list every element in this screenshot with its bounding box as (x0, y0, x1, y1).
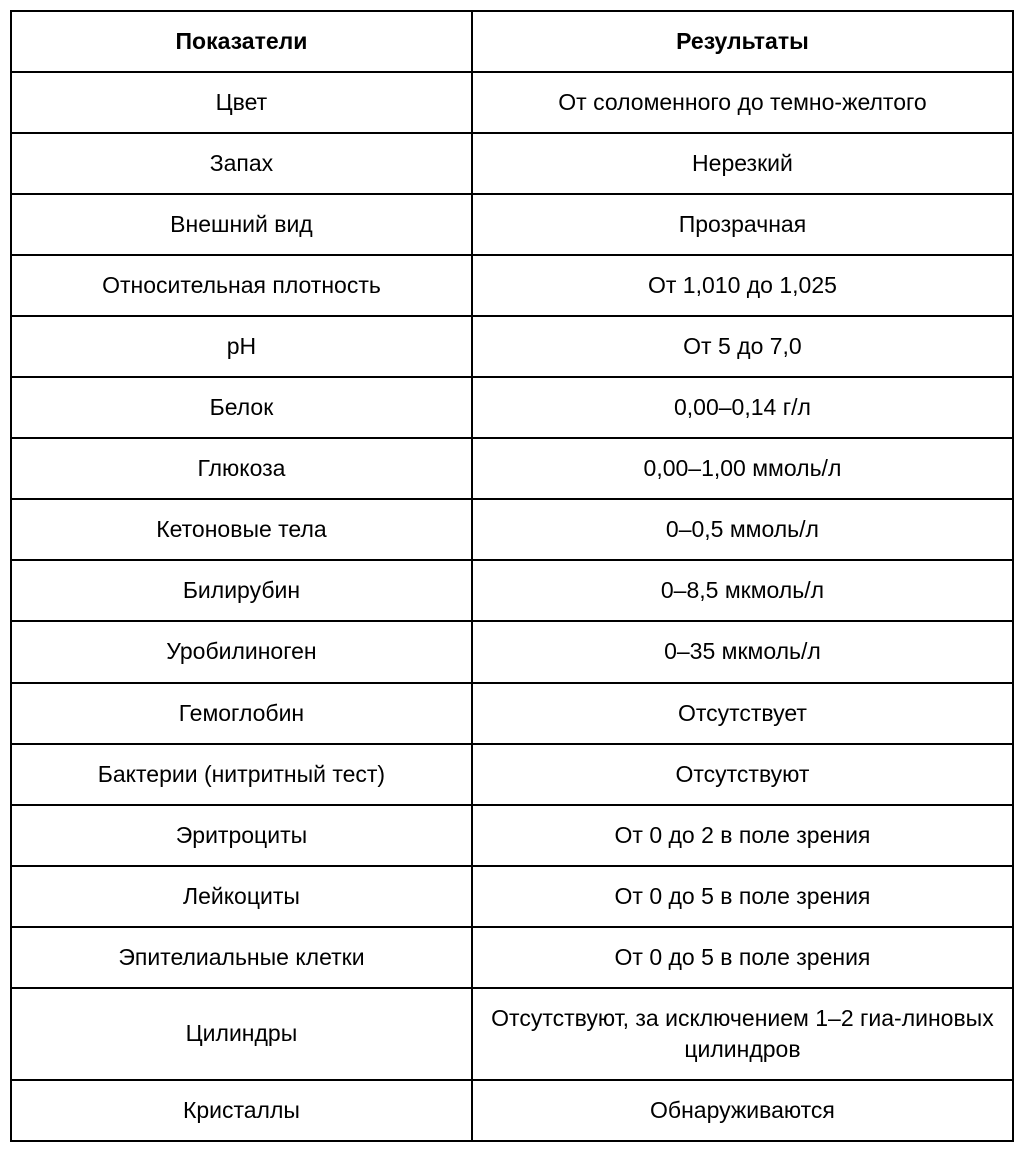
indicator-cell: Кристаллы (11, 1080, 472, 1141)
indicator-cell: Эпителиальные клетки (11, 927, 472, 988)
indicator-cell: Эритроциты (11, 805, 472, 866)
column-header-indicator: Показатели (11, 11, 472, 72)
table-row: Уробилиноген 0–35 мкмоль/л (11, 621, 1013, 682)
indicator-cell: Уробилиноген (11, 621, 472, 682)
result-cell: От 0 до 5 в поле зрения (472, 866, 1013, 927)
result-cell: От 1,010 до 1,025 (472, 255, 1013, 316)
indicator-cell: Кетоновые тела (11, 499, 472, 560)
result-cell: Отсутствуют (472, 744, 1013, 805)
result-cell: Обнаруживаются (472, 1080, 1013, 1141)
indicator-cell: Лейкоциты (11, 866, 472, 927)
result-cell: 0–8,5 мкмоль/л (472, 560, 1013, 621)
table-row: Белок 0,00–0,14 г/л (11, 377, 1013, 438)
table-row: Глюкоза 0,00–1,00 ммоль/л (11, 438, 1013, 499)
table-row: Цилиндры Отсутствуют, за исключением 1–2… (11, 988, 1013, 1080)
result-cell: Нерезкий (472, 133, 1013, 194)
table-row: Кетоновые тела 0–0,5 ммоль/л (11, 499, 1013, 560)
table-row: Лейкоциты От 0 до 5 в поле зрения (11, 866, 1013, 927)
result-cell: 0,00–0,14 г/л (472, 377, 1013, 438)
indicator-cell: Внешний вид (11, 194, 472, 255)
table-row: Эпителиальные клетки От 0 до 5 в поле зр… (11, 927, 1013, 988)
indicator-cell: Запах (11, 133, 472, 194)
indicator-cell: Цилиндры (11, 988, 472, 1080)
result-cell: От 0 до 2 в поле зрения (472, 805, 1013, 866)
result-cell: 0–0,5 ммоль/л (472, 499, 1013, 560)
indicator-cell: Билирубин (11, 560, 472, 621)
results-table: Показатели Результаты Цвет От соломенног… (10, 10, 1014, 1142)
table-row: Запах Нерезкий (11, 133, 1013, 194)
table-row: Относительная плотность От 1,010 до 1,02… (11, 255, 1013, 316)
result-cell: От 0 до 5 в поле зрения (472, 927, 1013, 988)
result-cell: Прозрачная (472, 194, 1013, 255)
indicator-cell: Глюкоза (11, 438, 472, 499)
table-row: Билирубин 0–8,5 мкмоль/л (11, 560, 1013, 621)
result-cell: От соломенного до темно-желтого (472, 72, 1013, 133)
table-row: Эритроциты От 0 до 2 в поле зрения (11, 805, 1013, 866)
result-cell: 0,00–1,00 ммоль/л (472, 438, 1013, 499)
table-row: Бактерии (нитритный тест) Отсутствуют (11, 744, 1013, 805)
result-cell: От 5 до 7,0 (472, 316, 1013, 377)
indicator-cell: Гемоглобин (11, 683, 472, 744)
result-cell: 0–35 мкмоль/л (472, 621, 1013, 682)
table-row: Внешний вид Прозрачная (11, 194, 1013, 255)
indicator-cell: Цвет (11, 72, 472, 133)
table-row: pH От 5 до 7,0 (11, 316, 1013, 377)
indicator-cell: Белок (11, 377, 472, 438)
column-header-result: Результаты (472, 11, 1013, 72)
table-header-row: Показатели Результаты (11, 11, 1013, 72)
table-row: Цвет От соломенного до темно-желтого (11, 72, 1013, 133)
table-row: Кристаллы Обнаруживаются (11, 1080, 1013, 1141)
result-cell: Отсутствует (472, 683, 1013, 744)
indicator-cell: Относительная плотность (11, 255, 472, 316)
indicator-cell: Бактерии (нитритный тест) (11, 744, 472, 805)
table-row: Гемоглобин Отсутствует (11, 683, 1013, 744)
result-cell: Отсутствуют, за исключением 1–2 гиа-лино… (472, 988, 1013, 1080)
indicator-cell: pH (11, 316, 472, 377)
